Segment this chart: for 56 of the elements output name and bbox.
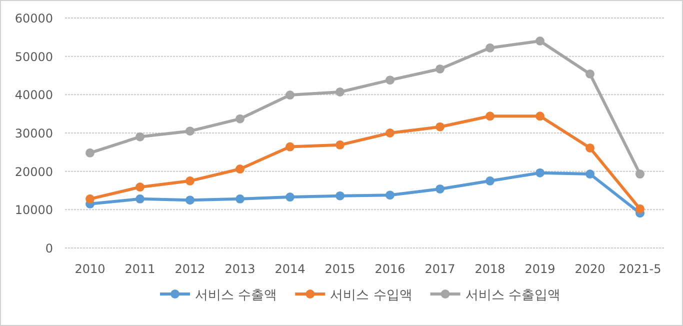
x-tick-label: 2010 — [74, 262, 106, 276]
y-tick-label: 60000 — [14, 12, 53, 26]
point — [236, 194, 244, 204]
legend-label: 서비스 수입액 — [330, 288, 412, 303]
point — [386, 190, 394, 200]
point — [136, 194, 144, 204]
point — [186, 176, 194, 186]
y-tick-label: 20000 — [14, 164, 53, 179]
point — [136, 132, 144, 142]
point — [286, 142, 294, 152]
point — [636, 204, 644, 214]
point — [136, 182, 144, 192]
x-tick-label: 2015 — [324, 262, 356, 276]
x-tick-label: 2016 — [374, 262, 406, 276]
x-tick-label: 2019 — [524, 262, 556, 276]
y-tick-label: 10000 — [14, 203, 53, 218]
x-tick-label: 2013 — [224, 262, 256, 276]
point — [86, 148, 94, 158]
point — [536, 112, 544, 121]
y-tick-label: 50000 — [14, 50, 53, 64]
x-tick-label: 2011 — [124, 262, 156, 276]
point — [386, 76, 394, 85]
point — [536, 168, 544, 178]
point — [86, 194, 94, 204]
point — [286, 90, 294, 100]
point — [386, 128, 394, 138]
x-tick-label: 2018 — [474, 262, 506, 276]
x-tick-label: 2017 — [424, 262, 456, 276]
point — [486, 112, 494, 121]
point — [186, 196, 194, 205]
point — [436, 184, 444, 194]
point — [186, 126, 194, 136]
point — [636, 170, 644, 179]
legend-label: 서비스 수출액 — [195, 288, 278, 303]
x-tick-label: 2012 — [174, 262, 206, 276]
point — [286, 192, 294, 202]
point — [436, 122, 444, 132]
x-tick-label: 2021-5 — [618, 262, 662, 276]
point — [236, 164, 244, 174]
y-tick-label: 30000 — [14, 126, 53, 140]
point — [586, 69, 594, 78]
y-tick-label: 0 — [45, 242, 53, 256]
y-tick-label: 40000 — [14, 88, 53, 102]
point — [336, 140, 344, 150]
point — [586, 170, 594, 179]
x-tick-label: 2014 — [274, 262, 306, 276]
point — [486, 43, 494, 52]
point — [436, 64, 444, 74]
point — [236, 114, 244, 124]
point — [586, 143, 594, 152]
point — [486, 176, 494, 186]
point — [336, 87, 344, 96]
legend-label: 서비스 수출입액 — [465, 288, 560, 303]
x-tick-label: 2020 — [574, 262, 606, 276]
point — [536, 36, 544, 46]
point — [336, 191, 344, 200]
